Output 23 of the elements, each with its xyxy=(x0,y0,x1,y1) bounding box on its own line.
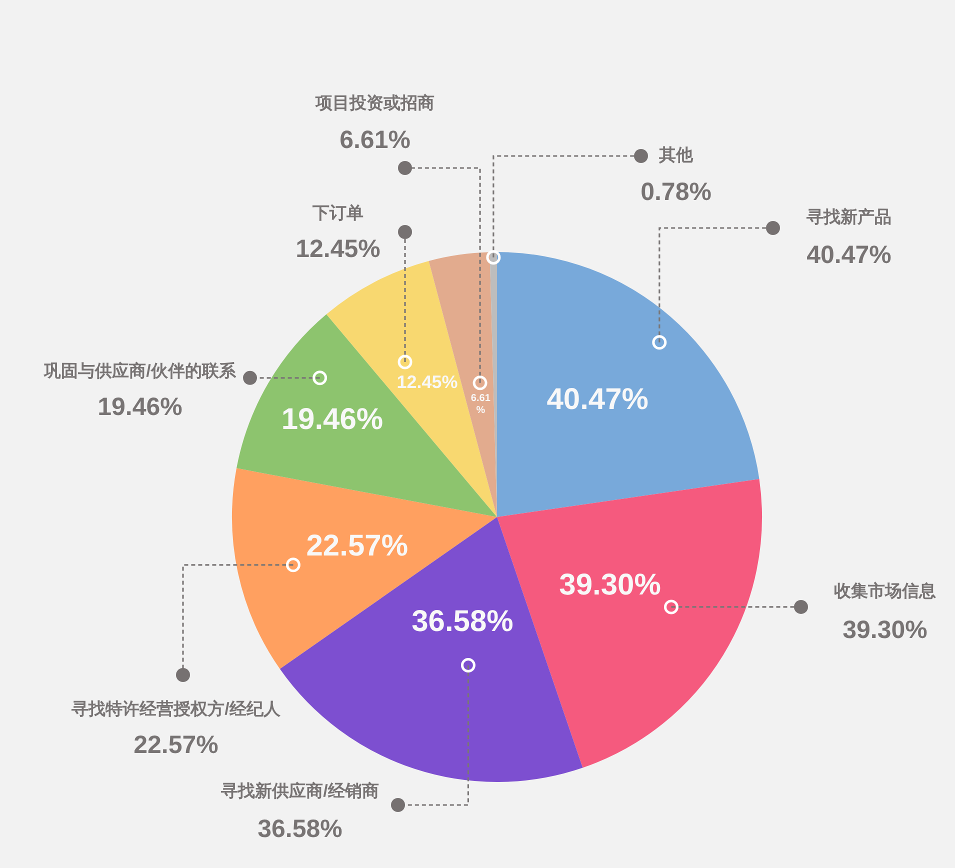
data-label: 12.45% xyxy=(396,372,458,392)
slice-label: 巩固与供应商/伙伴的联系 xyxy=(43,362,237,381)
data-label: 19.46% xyxy=(281,403,384,436)
slice-label: 寻找特许经营授权方/经纪人 xyxy=(70,700,282,719)
text: 19.46% xyxy=(98,392,182,421)
data-label: 40.47% xyxy=(546,383,648,416)
slice-label: 寻找新产品 xyxy=(806,208,892,227)
text: 12.45% xyxy=(296,234,380,263)
text: 6.61% xyxy=(470,392,490,416)
slice-label: 收集市场信息 xyxy=(834,582,936,601)
slice-label: 项目投资或招商 xyxy=(314,94,434,113)
slice-label: 其他 xyxy=(658,146,694,165)
slice-label: 寻找新供应商/经销商 xyxy=(220,782,379,801)
slice-label: 下订单 xyxy=(312,204,364,223)
text: 22.57% xyxy=(134,730,218,759)
data-label: 6.61% xyxy=(340,126,410,154)
data-label: 0.78% xyxy=(640,178,712,206)
data-label: 39.30% xyxy=(559,568,661,602)
text: 40.47% xyxy=(806,240,892,269)
data-label: 22.57% xyxy=(306,529,408,562)
data-label: 36.58% xyxy=(412,605,514,638)
text: 39.30% xyxy=(842,616,928,644)
text: 36.58% xyxy=(258,814,342,843)
